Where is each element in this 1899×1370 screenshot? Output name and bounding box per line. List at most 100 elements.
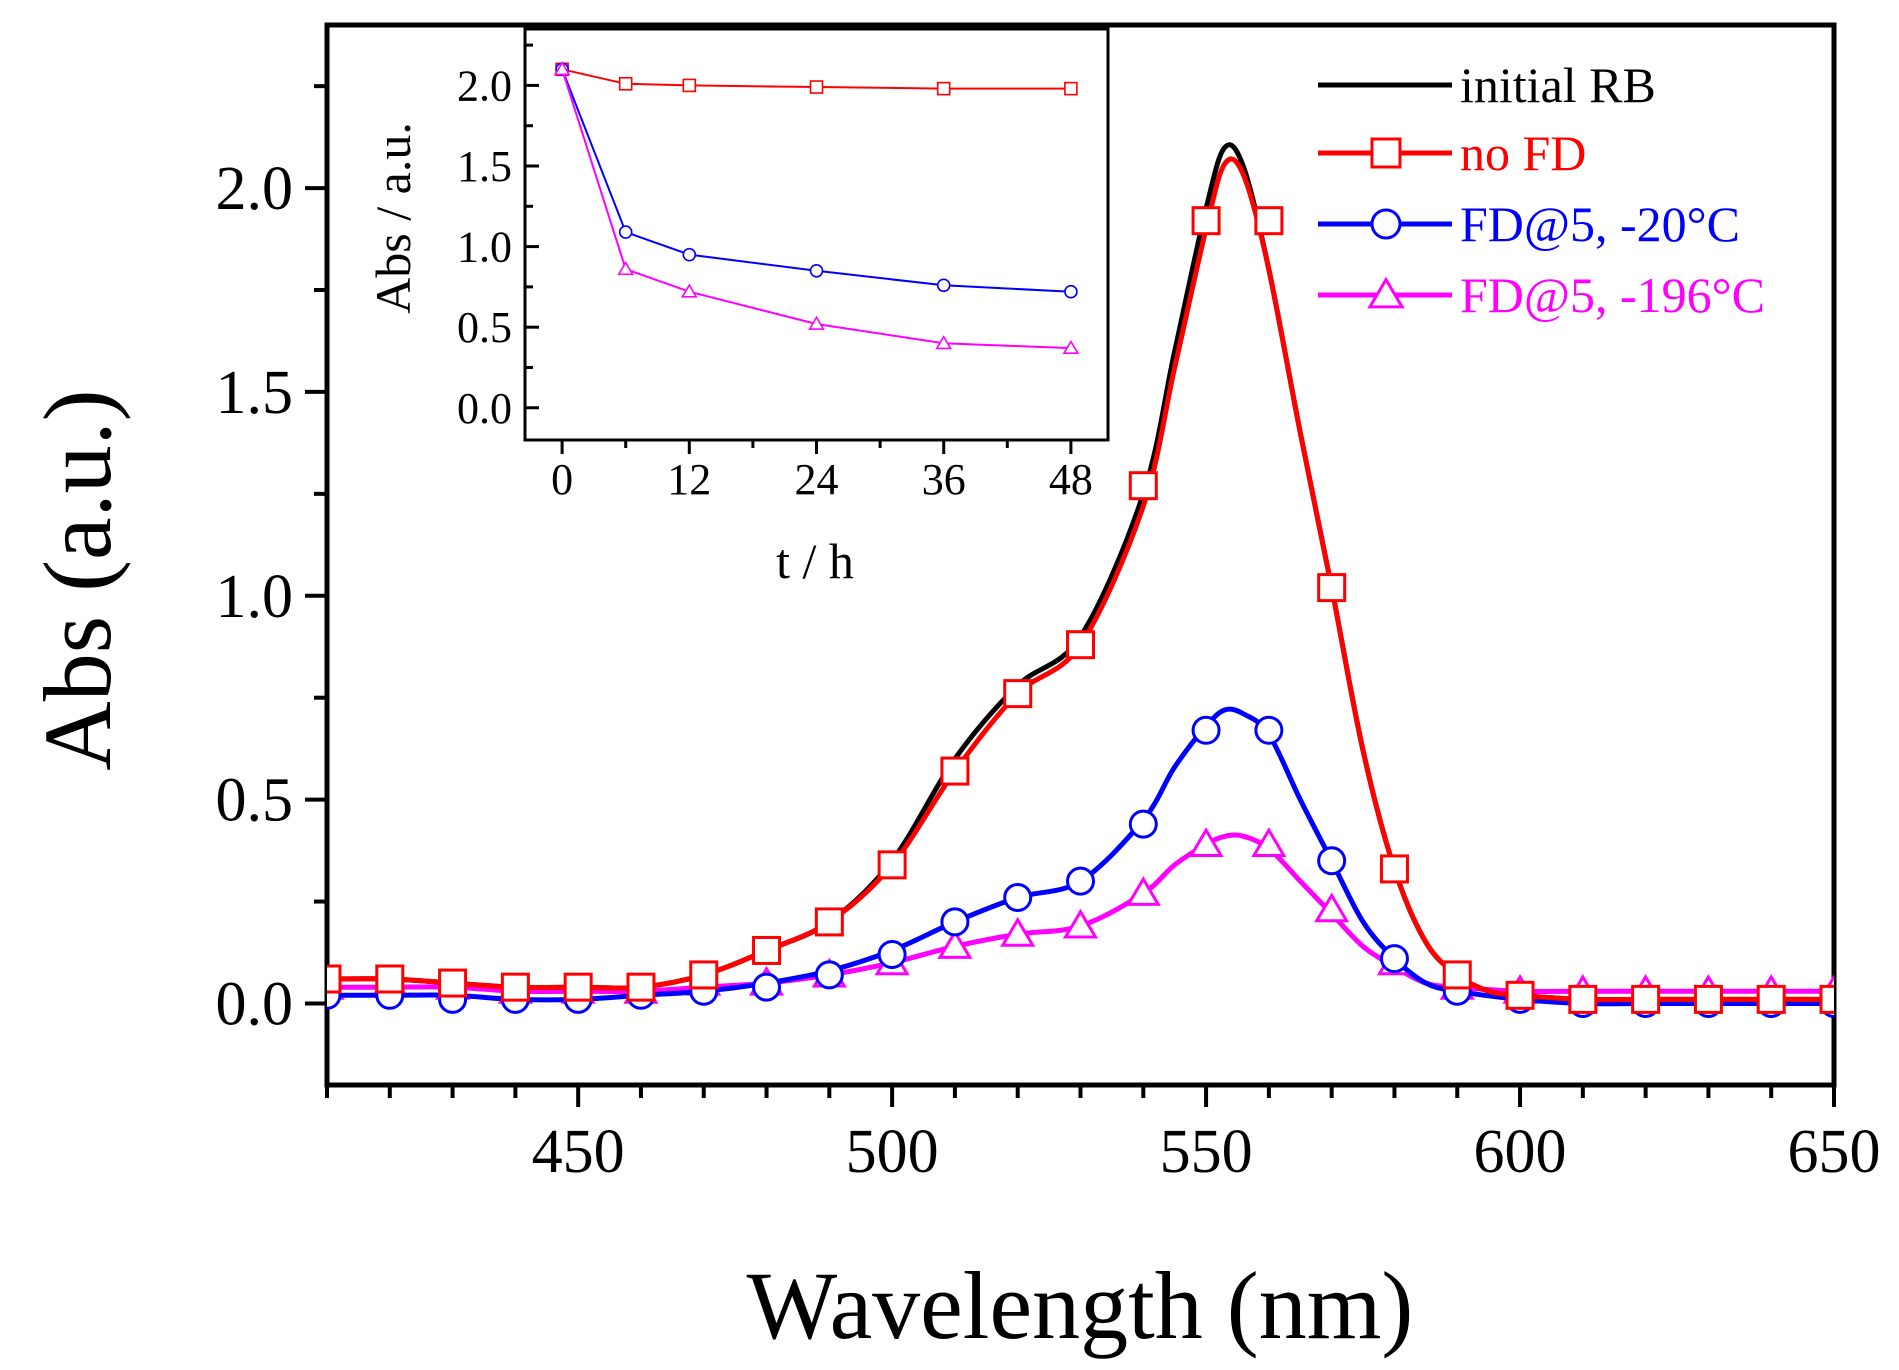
inset-data-point (618, 77, 633, 91)
inset-data-point (1064, 284, 1078, 299)
main-data-point (1128, 809, 1158, 839)
main-x-axis-label: Wavelength (nm) (747, 1252, 1414, 1359)
main-data-point (375, 964, 405, 994)
legend-marker (1367, 276, 1405, 309)
main-data-point (1062, 908, 1099, 939)
main-data-point (327, 964, 342, 994)
main-data-point (940, 907, 970, 937)
inset-series-line (561, 68, 1071, 350)
main-data-point (877, 940, 907, 970)
inset-x-axis-label: t / h (776, 533, 854, 589)
inset-data-point (809, 80, 824, 94)
inset-data-point (682, 78, 697, 93)
inset-x-tick-label: 24 (795, 455, 839, 504)
inset-y-axis-label: Abs / a.u. (365, 122, 421, 314)
main-data-point (1191, 206, 1221, 236)
inset-data-point (809, 263, 824, 278)
legend-label: initial RB (1460, 57, 1656, 113)
main-data-point (1314, 892, 1350, 923)
inset-data-point (1062, 339, 1080, 355)
inset-series-line (561, 68, 1071, 293)
main-x-tick-label: 650 (1788, 1118, 1881, 1186)
inset-y-tick-label: 1.5 (457, 142, 512, 191)
main-data-point (1066, 866, 1095, 896)
legend-marker (1370, 208, 1402, 240)
inset-data-point (682, 247, 697, 262)
inset-y-ticks: 0.0 0.5 1.0 1.5 2.0 (457, 43, 539, 433)
inset-x-tick-label: 0 (551, 455, 573, 504)
main-y-tick-label: 0.0 (216, 970, 294, 1038)
legend-marker (1370, 137, 1402, 169)
main-x-tick-label: 450 (532, 1118, 625, 1186)
legend-label: FD@5, -20°C (1460, 196, 1740, 252)
inset-y-tick-label: 2.0 (457, 61, 512, 110)
main-data-point (752, 972, 782, 1002)
main-x-tick-label: 500 (846, 1118, 939, 1186)
main-data-point (1128, 471, 1158, 501)
main-y-axis-label: Abs (a.u.) (24, 389, 131, 770)
main-x-ticks: 450 500 550 600 650 (325, 1085, 1881, 1186)
main-data-point (1442, 960, 1472, 990)
inset-data-point (618, 225, 633, 239)
main-data-point (940, 756, 970, 786)
inset-x-tick-label: 48 (1049, 455, 1093, 504)
inset-x-ticks: 0 12 24 36 48 (551, 440, 1093, 504)
main-data-point (1066, 630, 1095, 660)
main-data-point (1003, 679, 1033, 709)
main-data-point (877, 850, 907, 880)
main-data-point (1819, 984, 1834, 1014)
legend-label: no FD (1460, 125, 1586, 181)
inset-series-group (553, 61, 1080, 355)
main-y-tick-label: 0.5 (216, 767, 294, 835)
inset-data-point (936, 278, 951, 293)
main-data-point (1379, 944, 1409, 974)
inset-y-tick-label: 0.0 (457, 384, 512, 433)
main-data-point (814, 960, 844, 990)
main-y-tick-label: 1.0 (216, 563, 294, 631)
main-data-point (1317, 846, 1347, 876)
inset-series (553, 61, 1080, 355)
main-data-point (1000, 916, 1036, 947)
main-chart: 450 500 550 600 650 0.0 0.5 1.0 1.5 2.0 Waveleng… (24, 22, 1881, 1359)
main-data-point (1317, 573, 1347, 603)
inset-data-point (808, 315, 825, 330)
main-data-point (1379, 854, 1409, 884)
inset-data-point (936, 81, 951, 96)
main-data-point (1631, 984, 1661, 1014)
inset-x-tick-label: 36 (922, 455, 966, 504)
main-data-point (1251, 827, 1287, 858)
main-data-point (1756, 984, 1786, 1014)
main-data-point (1125, 876, 1161, 906)
main-data-point (1188, 827, 1224, 858)
main-data-point (1254, 206, 1284, 236)
main-y-tick-label: 2.0 (216, 155, 294, 223)
legend-label: FD@5, -196°C (1460, 267, 1765, 323)
inset-series-line (561, 68, 1071, 90)
main-data-point (438, 968, 468, 998)
main-data-point (937, 929, 973, 959)
main-data-point (814, 907, 844, 937)
main-data-point (1693, 984, 1723, 1014)
inset-data-point (1064, 81, 1078, 96)
main-data-point (689, 960, 719, 990)
main-data-point (626, 972, 656, 1002)
inset-x-tick-label: 12 (667, 455, 711, 504)
inset-data-point (680, 283, 698, 298)
main-data-point (752, 935, 782, 965)
main-data-point (1568, 984, 1598, 1014)
main-y-ticks: 0.0 0.5 1.0 1.5 2.0 (216, 84, 327, 1038)
inset-data-point (935, 335, 953, 350)
main-x-tick-label: 550 (1160, 1118, 1253, 1186)
main-data-point (1191, 715, 1221, 745)
main-data-point (563, 972, 593, 1002)
inset-chart: 0 12 24 36 48 0.0 0.5 1.0 1.5 2.0 t / h Abs / a.… (365, 27, 1110, 589)
main-series (327, 142, 1834, 1018)
main-data-point (500, 972, 530, 1002)
legend: initial RB no FD FD@5, -20°C FD@5, -196°C (1318, 57, 1765, 323)
inset-y-tick-label: 0.5 (457, 303, 512, 352)
main-y-tick-label: 1.5 (216, 359, 294, 427)
main-data-point (1003, 882, 1033, 912)
main-data-point (1254, 715, 1284, 745)
inset-y-tick-label: 1.0 (457, 223, 512, 272)
